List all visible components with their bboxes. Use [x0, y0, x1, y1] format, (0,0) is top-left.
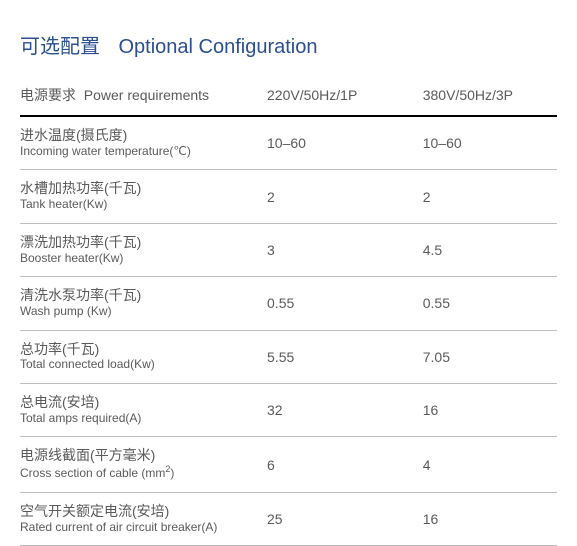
- table-row: 水槽加热功率(千瓦) Tank heater(Kw) 2 2: [20, 170, 557, 223]
- table-row: 漂洗加热功率(千瓦) Booster heater(Kw) 3 4.5: [20, 223, 557, 276]
- row-value-1: 25: [267, 492, 423, 545]
- row-value-2: 4.5: [423, 223, 557, 276]
- row-label: 进水温度(摄氏度) Incoming water temperature(℃): [20, 116, 267, 170]
- row-value-1: 5.55: [267, 330, 423, 383]
- table-row: 空气开关额定电流(安培) Rated current of air circui…: [20, 492, 557, 545]
- row-label-en: Booster heater(Kw): [20, 251, 267, 267]
- table-row: 总电流(安培) Total amps required(A) 32 16: [20, 383, 557, 436]
- header-label: 电源要求 Power requirements: [20, 77, 267, 116]
- row-label-en: Incoming water temperature(℃): [20, 144, 267, 160]
- row-label-en: Wash pump (Kw): [20, 304, 267, 320]
- section-title: 可选配置 Optional Configuration: [20, 30, 557, 59]
- row-label-en: Total connected load(Kw): [20, 357, 267, 373]
- row-value-1: 2: [267, 170, 423, 223]
- table-row: 清洗水泵功率(千瓦) Wash pump (Kw) 0.55 0.55: [20, 277, 557, 330]
- header-col2: 380V/50Hz/3P: [423, 77, 557, 116]
- row-label: 漂洗加热功率(千瓦) Booster heater(Kw): [20, 223, 267, 276]
- header-col1: 220V/50Hz/1P: [267, 77, 423, 116]
- section-title-cn: 可选配置: [20, 36, 100, 58]
- row-value-1: 32: [267, 383, 423, 436]
- row-value-2: 7.05: [423, 330, 557, 383]
- row-label: 电源线截面(平方毫米) Cross section of cable (mm2): [20, 437, 267, 492]
- row-label-en: Tank heater(Kw): [20, 197, 267, 213]
- row-value-1: 3: [267, 223, 423, 276]
- row-label-cn: 漂洗加热功率(千瓦): [20, 234, 267, 251]
- row-label: 空气开关额定电流(安培) Rated current of air circui…: [20, 492, 267, 545]
- table-row: 进水温度(摄氏度) Incoming water temperature(℃) …: [20, 116, 557, 170]
- row-label-cn: 总功率(千瓦): [20, 341, 267, 358]
- section-title-en: Optional Configuration: [118, 36, 317, 58]
- header-label-en: Power requirements: [84, 87, 209, 103]
- row-label-en: Rated current of air circuit breaker(A): [20, 520, 267, 536]
- row-value-1: 6: [267, 437, 423, 492]
- table-header-row: 电源要求 Power requirements 220V/50Hz/1P 380…: [20, 77, 557, 116]
- row-label: 清洗水泵功率(千瓦) Wash pump (Kw): [20, 277, 267, 330]
- table-body: 进水温度(摄氏度) Incoming water temperature(℃) …: [20, 116, 557, 546]
- row-value-2: 16: [423, 492, 557, 545]
- row-label: 水槽加热功率(千瓦) Tank heater(Kw): [20, 170, 267, 223]
- row-label: 总功率(千瓦) Total connected load(Kw): [20, 330, 267, 383]
- row-label-cn: 总电流(安培): [20, 394, 267, 411]
- row-label-cn: 水槽加热功率(千瓦): [20, 180, 267, 197]
- row-label-cn: 空气开关额定电流(安培): [20, 503, 267, 520]
- table-row: 总功率(千瓦) Total connected load(Kw) 5.55 7.…: [20, 330, 557, 383]
- row-value-2: 2: [423, 170, 557, 223]
- row-value-1: 0.55: [267, 277, 423, 330]
- row-value-2: 16: [423, 383, 557, 436]
- row-value-1: 10–60: [267, 116, 423, 170]
- row-value-2: 4: [423, 437, 557, 492]
- row-label: 总电流(安培) Total amps required(A): [20, 383, 267, 436]
- row-label-cn: 进水温度(摄氏度): [20, 127, 267, 144]
- row-label-cn: 清洗水泵功率(千瓦): [20, 287, 267, 304]
- row-label-cn: 电源线截面(平方毫米): [20, 447, 267, 464]
- spec-table: 电源要求 Power requirements 220V/50Hz/1P 380…: [20, 77, 557, 546]
- table-row: 电源线截面(平方毫米) Cross section of cable (mm2)…: [20, 437, 557, 492]
- row-label-en: Cross section of cable (mm2): [20, 464, 267, 482]
- header-label-cn: 电源要求: [20, 87, 76, 103]
- row-label-en: Total amps required(A): [20, 411, 267, 427]
- row-value-2: 0.55: [423, 277, 557, 330]
- row-value-2: 10–60: [423, 116, 557, 170]
